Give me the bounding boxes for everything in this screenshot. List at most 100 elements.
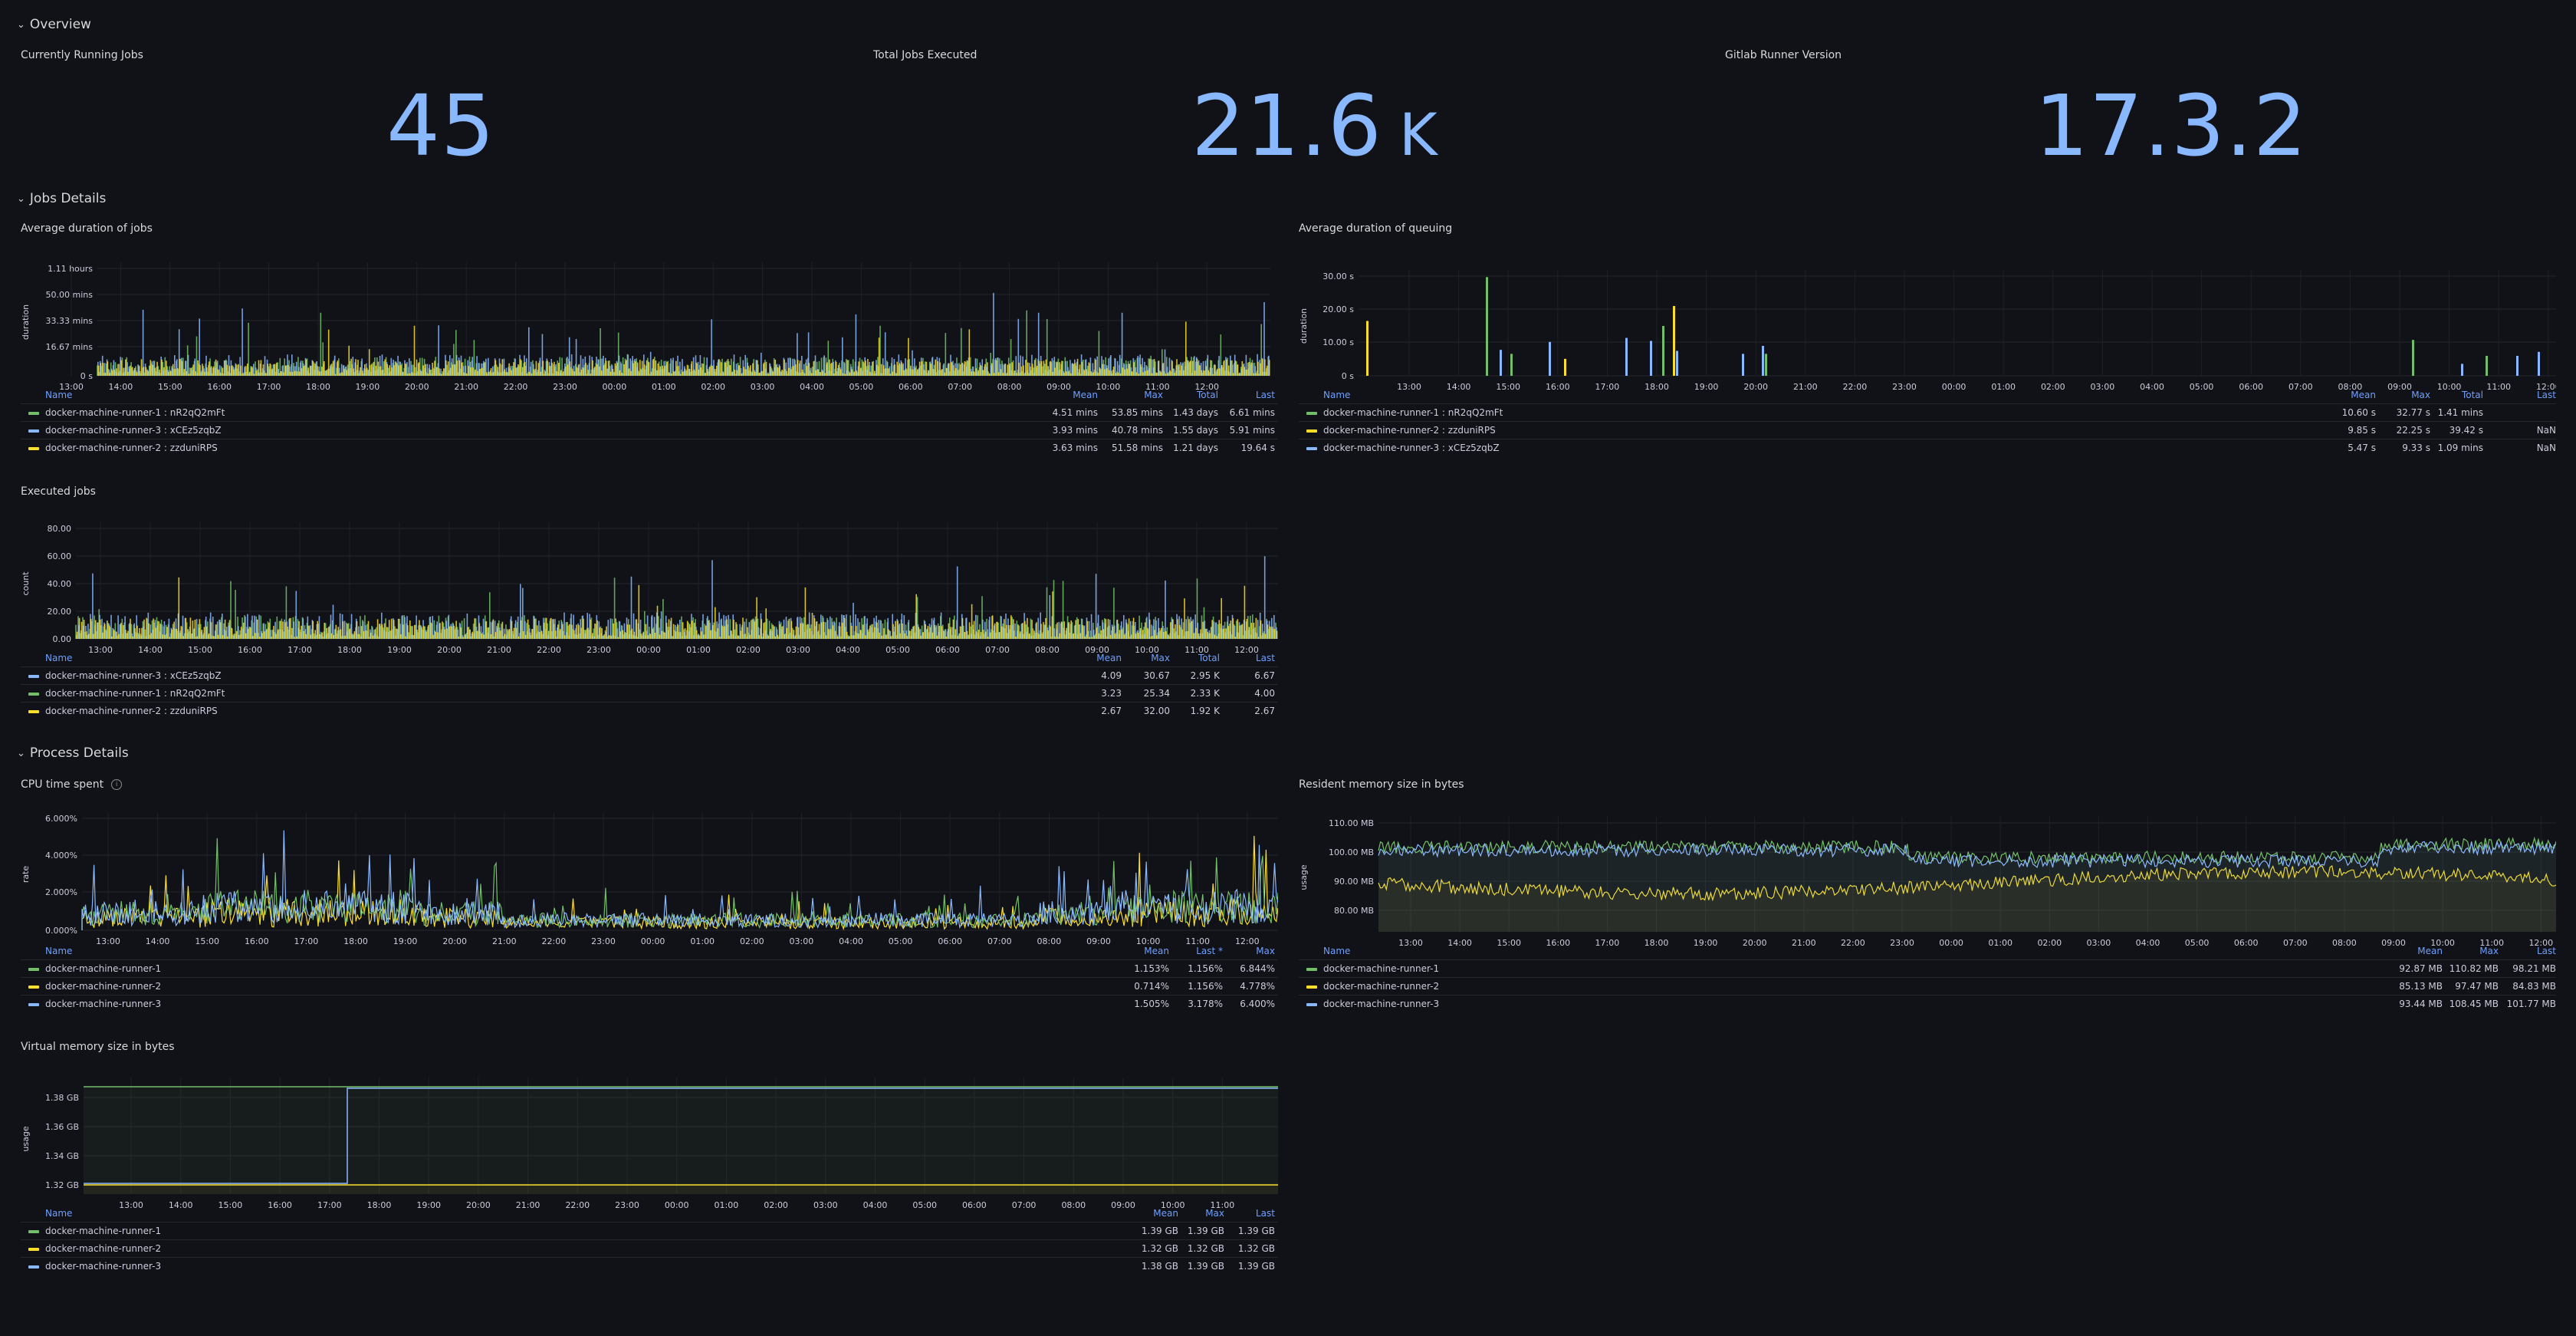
legend-row[interactable]: docker-machine-runner-2 85.13 MB 97.47 MB 8… bbox=[1299, 977, 2556, 995]
x-tick-label: 10:00 bbox=[1135, 645, 1159, 654]
legend-row[interactable]: docker-machine-runner-3 1.505% 3.178% 6.400… bbox=[21, 995, 1278, 1013]
legend-column-name[interactable]: Name bbox=[1323, 390, 1351, 400]
series-name: docker-machine-runner-3 : xCEz5zqbZ bbox=[45, 425, 222, 436]
legend-column-max[interactable]: Max bbox=[1151, 653, 1170, 663]
panel-cpu-time-spent[interactable]: CPU time spent i rate 6.000% 4.000% 2.000% 0.0… bbox=[21, 778, 1278, 1009]
x-tick-label: 14:00 bbox=[1447, 938, 1472, 947]
x-tick-label: 23:00 bbox=[591, 936, 616, 946]
legend-row[interactable]: docker-machine-runner-1 92.87 MB 110.82 MB… bbox=[1299, 959, 2556, 978]
legend-row[interactable]: docker-machine-runner-3 : xCEz5zqbZ 3.93 … bbox=[21, 421, 1278, 439]
chart[interactable]: duration 30.00 s 20.00 s 10.00 s 0 s 13:00 14:… bbox=[1299, 222, 2556, 391]
panel-resident-memory[interactable]: Resident memory size in bytes usage 110.00… bbox=[1299, 778, 2556, 1009]
legend-column-max[interactable]: Max bbox=[1205, 1208, 1224, 1219]
x-tick-label: 09:00 bbox=[1046, 382, 1071, 391]
legend-row[interactable]: docker-machine-runner-1 : nR2qQ2mFt 3.23 2… bbox=[21, 684, 1278, 703]
legend-row[interactable]: docker-machine-runner-1 : nR2qQ2mFt 10.60… bbox=[1299, 403, 2556, 422]
chart[interactable]: usage 1.38 GB 1.36 GB 1.34 GB 1.32 GB 13:00 14… bbox=[21, 1041, 1278, 1209]
x-tick-label: 15:00 bbox=[188, 645, 212, 654]
legend-column-total[interactable]: Total bbox=[2461, 390, 2483, 400]
legend-column-total[interactable]: Total bbox=[1198, 653, 1220, 663]
x-tick-label: 19:00 bbox=[1694, 938, 1718, 947]
x-tick-label: 00:00 bbox=[1942, 382, 1967, 391]
y-axis-label: duration bbox=[21, 304, 31, 340]
legend-row[interactable]: docker-machine-runner-3 93.44 MB 108.45 MB… bbox=[1299, 995, 2556, 1013]
legend-row[interactable]: docker-machine-runner-2 : zzduniRPS 3.63 … bbox=[21, 439, 1278, 457]
row-overview[interactable]: ⌄ Overview bbox=[17, 17, 91, 32]
x-tick-label: 15:00 bbox=[158, 382, 182, 391]
legend-header: Name Mean Max Total Last bbox=[21, 653, 1278, 666]
x-tick-label: 07:00 bbox=[2288, 382, 2313, 391]
legend-value: 92.87 MB bbox=[2399, 963, 2443, 974]
x-tick-label: 01:00 bbox=[715, 1200, 739, 1209]
legend-row[interactable]: docker-machine-runner-1 : nR2qQ2mFt 4.51 … bbox=[21, 403, 1278, 422]
legend-row[interactable]: docker-machine-runner-2 : zzduniRPS 9.85 … bbox=[1299, 421, 2556, 439]
legend-column-name[interactable]: Name bbox=[45, 390, 73, 400]
bar-green bbox=[1662, 326, 1664, 376]
row-jobs-details[interactable]: ⌄ Jobs Details bbox=[17, 191, 106, 206]
legend-column-last[interactable]: Last bbox=[1256, 1208, 1275, 1219]
legend-value: 85.13 MB bbox=[2399, 981, 2443, 992]
panel-average-duration-of-jobs[interactable]: Average duration of jobs duration 1.11 hou… bbox=[21, 222, 1278, 453]
legend-row[interactable]: docker-machine-runner-3 1.38 GB 1.39 GB 1.3… bbox=[21, 1257, 1278, 1275]
legend-column-max[interactable]: Max bbox=[2411, 390, 2430, 400]
panel-virtual-memory[interactable]: Virtual memory size in bytes usage 1.38 GB… bbox=[21, 1041, 1278, 1272]
x-tick-label: 04:00 bbox=[836, 645, 860, 654]
legend-column-mean[interactable]: Mean bbox=[1153, 1208, 1178, 1219]
x-tick-label: 15:00 bbox=[1496, 382, 1520, 391]
x-tick-label: 02:00 bbox=[2037, 938, 2062, 947]
legend-column-last[interactable]: Last bbox=[2537, 946, 2556, 956]
legend-row[interactable]: docker-machine-runner-2 0.714% 1.156% 4.778… bbox=[21, 977, 1278, 995]
row-process-details[interactable]: ⌄ Process Details bbox=[17, 745, 129, 761]
legend-column-total[interactable]: Total bbox=[1196, 390, 1218, 400]
legend-column-mean[interactable]: Mean bbox=[1144, 946, 1169, 956]
series-name: docker-machine-runner-3 : xCEz5zqbZ bbox=[1323, 443, 1500, 453]
legend-column-max[interactable]: Max bbox=[1144, 390, 1163, 400]
panel-average-duration-of-queuing[interactable]: Average duration of queuing duration 30.00… bbox=[1299, 222, 2556, 453]
panel-executed-jobs[interactable]: Executed jobs count 80.00 60.00 40.00 20.00 0.… bbox=[21, 485, 1278, 716]
bar-yellow bbox=[1564, 358, 1566, 376]
chart[interactable]: duration 1.11 hours 50.00 mins 33.33 mins 16… bbox=[21, 222, 1278, 391]
info-icon[interactable]: i bbox=[111, 779, 123, 790]
legend-column-mean[interactable]: Mean bbox=[2351, 390, 2376, 400]
x-tick-label: 03:00 bbox=[813, 1200, 838, 1209]
y-axis-label: usage bbox=[1299, 864, 1309, 890]
legend-column-max[interactable]: Max bbox=[1256, 946, 1275, 956]
bar-blue bbox=[1742, 354, 1744, 376]
y-tick-label: 4.000% bbox=[45, 851, 77, 861]
panel-title: Resident memory size in bytes bbox=[1299, 778, 1464, 791]
chart[interactable]: usage 110.00 MB 100.00 MB 90.00 MB 80.00 MB 1… bbox=[1299, 778, 2556, 947]
legend-value: 32.00 bbox=[1143, 706, 1170, 716]
legend-column-last[interactable]: Last bbox=[1256, 390, 1275, 400]
legend-row[interactable]: docker-machine-runner-1 1.39 GB 1.39 GB 1.3… bbox=[21, 1222, 1278, 1240]
legend-column-name[interactable]: Name bbox=[45, 946, 73, 956]
x-tick-label: 17:00 bbox=[317, 1200, 342, 1209]
legend-column-mean[interactable]: Mean bbox=[1096, 653, 1122, 663]
bar-blue bbox=[1625, 337, 1628, 376]
y-tick-label: 100.00 MB bbox=[1329, 847, 1374, 857]
chart[interactable]: rate 6.000% 4.000% 2.000% 0.000% 13:00 14:00 15… bbox=[21, 778, 1278, 947]
y-tick-label: 1.32 GB bbox=[45, 1180, 79, 1190]
legend-column-mean[interactable]: Mean bbox=[1073, 390, 1098, 400]
legend-row[interactable]: docker-machine-runner-3 : xCEz5zqbZ 4.09 3… bbox=[21, 666, 1278, 685]
legend-column-last[interactable]: Last bbox=[1256, 653, 1275, 663]
legend-value: 6.400% bbox=[1240, 999, 1275, 1009]
legend-row[interactable]: docker-machine-runner-3 : xCEz5zqbZ 5.47 … bbox=[1299, 439, 2556, 457]
series-color-swatch bbox=[28, 1265, 39, 1269]
legend-column-mean[interactable]: Mean bbox=[2417, 946, 2443, 956]
legend-column-max[interactable]: Max bbox=[2479, 946, 2499, 956]
legend-column-last[interactable]: Last * bbox=[1196, 946, 1223, 956]
legend-row[interactable]: docker-machine-runner-1 1.153% 1.156% 6.844… bbox=[21, 959, 1278, 978]
legend-column-name[interactable]: Name bbox=[1323, 946, 1351, 956]
legend-column-name[interactable]: Name bbox=[45, 653, 73, 663]
chart[interactable]: count 80.00 60.00 40.00 20.00 0.00 13:00 14:00 1… bbox=[21, 485, 1278, 654]
legend-row[interactable]: docker-machine-runner-2 : zzduniRPS 2.67 3… bbox=[21, 702, 1278, 720]
legend-column-name[interactable]: Name bbox=[45, 1208, 73, 1219]
x-tick-label: 20:00 bbox=[437, 645, 462, 654]
bar-green bbox=[1510, 354, 1513, 376]
legend-row[interactable]: docker-machine-runner-2 1.32 GB 1.32 GB 1.3… bbox=[21, 1239, 1278, 1258]
x-tick-label: 07:00 bbox=[1012, 1200, 1037, 1209]
row-title: Overview bbox=[29, 17, 91, 32]
x-tick-label: 10:00 bbox=[1161, 1200, 1185, 1209]
y-axis-label: duration bbox=[1299, 308, 1309, 344]
legend-column-last[interactable]: Last bbox=[2537, 390, 2556, 400]
